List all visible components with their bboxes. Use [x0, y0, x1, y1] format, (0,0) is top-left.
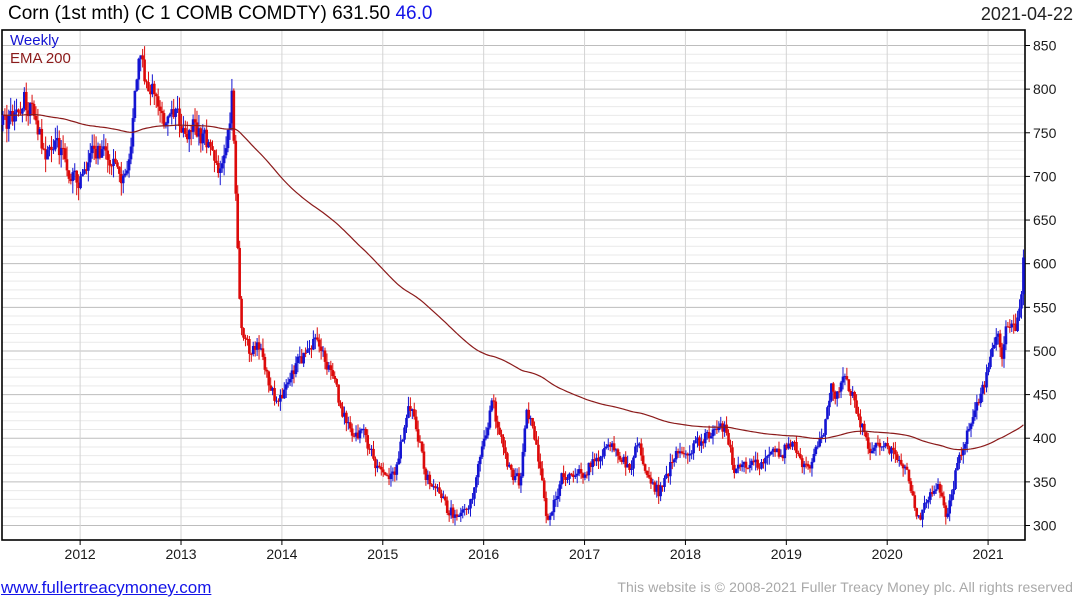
svg-text:400: 400: [1033, 430, 1057, 446]
svg-text:800: 800: [1033, 81, 1057, 97]
svg-text:2016: 2016: [468, 546, 499, 562]
svg-text:2019: 2019: [771, 546, 802, 562]
svg-text:2014: 2014: [266, 546, 297, 562]
svg-text:650: 650: [1033, 212, 1057, 228]
svg-text:450: 450: [1033, 387, 1057, 403]
svg-text:350: 350: [1033, 474, 1057, 490]
svg-text:2012: 2012: [65, 546, 96, 562]
svg-text:2020: 2020: [872, 546, 903, 562]
svg-text:700: 700: [1033, 168, 1057, 184]
svg-text:2018: 2018: [670, 546, 701, 562]
svg-text:550: 550: [1033, 299, 1057, 315]
svg-text:600: 600: [1033, 256, 1057, 272]
svg-text:500: 500: [1033, 343, 1057, 359]
svg-text:300: 300: [1033, 518, 1057, 534]
svg-text:2015: 2015: [367, 546, 398, 562]
svg-text:2021: 2021: [973, 546, 1004, 562]
svg-text:750: 750: [1033, 125, 1057, 141]
svg-text:2013: 2013: [165, 546, 196, 562]
svg-text:850: 850: [1033, 38, 1057, 54]
svg-text:2017: 2017: [569, 546, 600, 562]
